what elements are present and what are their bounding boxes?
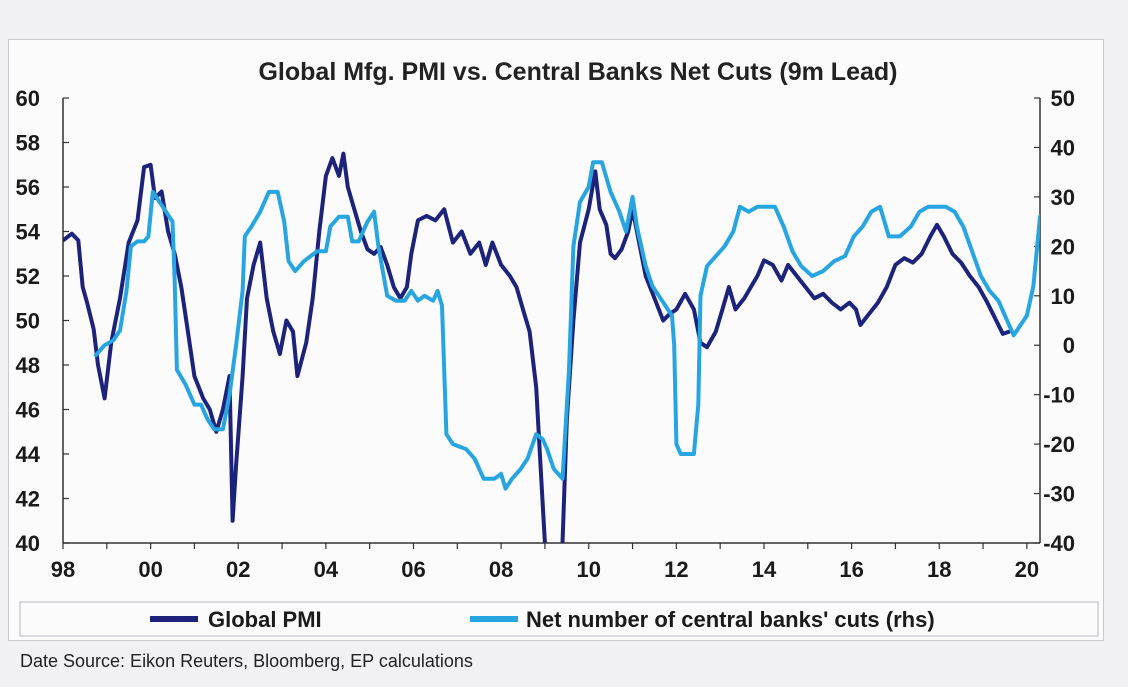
series-line-global-pmi <box>63 151 1012 543</box>
axes: 40 42 44 46 48 50 52 54 56 58 60 -40 -30 -20 -10 0 10 20 3… <box>16 86 1075 582</box>
x-tick-label: 98 <box>51 557 75 582</box>
y-right-tick-label: 0 <box>1063 333 1075 358</box>
x-tick-label: 04 <box>314 557 339 582</box>
x-tick-label: 14 <box>752 557 777 582</box>
y-right-tick-label: -20 <box>1043 432 1075 457</box>
legend-label-global-pmi: Global PMI <box>208 607 322 632</box>
y-left-tick-label: 40 <box>16 531 40 556</box>
x-tick-label: 20 <box>1015 557 1039 582</box>
y-right-tick-label: 20 <box>1051 234 1075 259</box>
series-line-central-bank-cuts <box>93 160 1040 491</box>
y-right-tick-label: -10 <box>1043 383 1075 408</box>
source-note: Date Source: Eikon Reuters, Bloomberg, E… <box>20 651 473 671</box>
y-left-tick-label: 42 <box>16 487 40 512</box>
chart-title: Global Mfg. PMI vs. Central Banks Net Cu… <box>258 58 897 86</box>
x-tick-label: 18 <box>927 557 951 582</box>
y-left-tick-label: 50 <box>16 309 40 334</box>
legend: Global PMI Net number of central banks' … <box>19 601 1099 637</box>
x-tick-label: 06 <box>401 557 425 582</box>
y-right-tick-label: 50 <box>1051 86 1075 111</box>
x-tick-label: 16 <box>839 557 863 582</box>
y-right-tick-label: 40 <box>1051 135 1075 160</box>
y-right-tick-label: 30 <box>1051 185 1075 210</box>
series-layer <box>63 151 1040 543</box>
y-left-tick-label: 58 <box>16 131 40 156</box>
y-left-tick-label: 46 <box>16 398 40 423</box>
y-left-tick-label: 60 <box>16 86 40 111</box>
x-tick-label: 12 <box>664 557 688 582</box>
y-right-tick-label: -30 <box>1043 482 1075 507</box>
y-left-tick-label: 54 <box>16 220 41 245</box>
legend-box <box>19 601 1099 637</box>
legend-label-central-bank-cuts: Net number of central banks' cuts (rhs) <box>526 607 935 632</box>
y-left-tick-label: 52 <box>16 264 40 289</box>
y-right-tick-label: 10 <box>1051 284 1075 309</box>
x-tick-label: 02 <box>226 557 250 582</box>
x-tick-label: 00 <box>138 557 162 582</box>
y-left-tick-label: 48 <box>16 353 40 378</box>
x-tick-label: 08 <box>489 557 513 582</box>
y-left-tick-label: 44 <box>16 442 41 467</box>
y-left-tick-label: 56 <box>16 175 40 200</box>
x-tick-label: 10 <box>576 557 600 582</box>
y-right-tick-label: -40 <box>1043 531 1075 556</box>
